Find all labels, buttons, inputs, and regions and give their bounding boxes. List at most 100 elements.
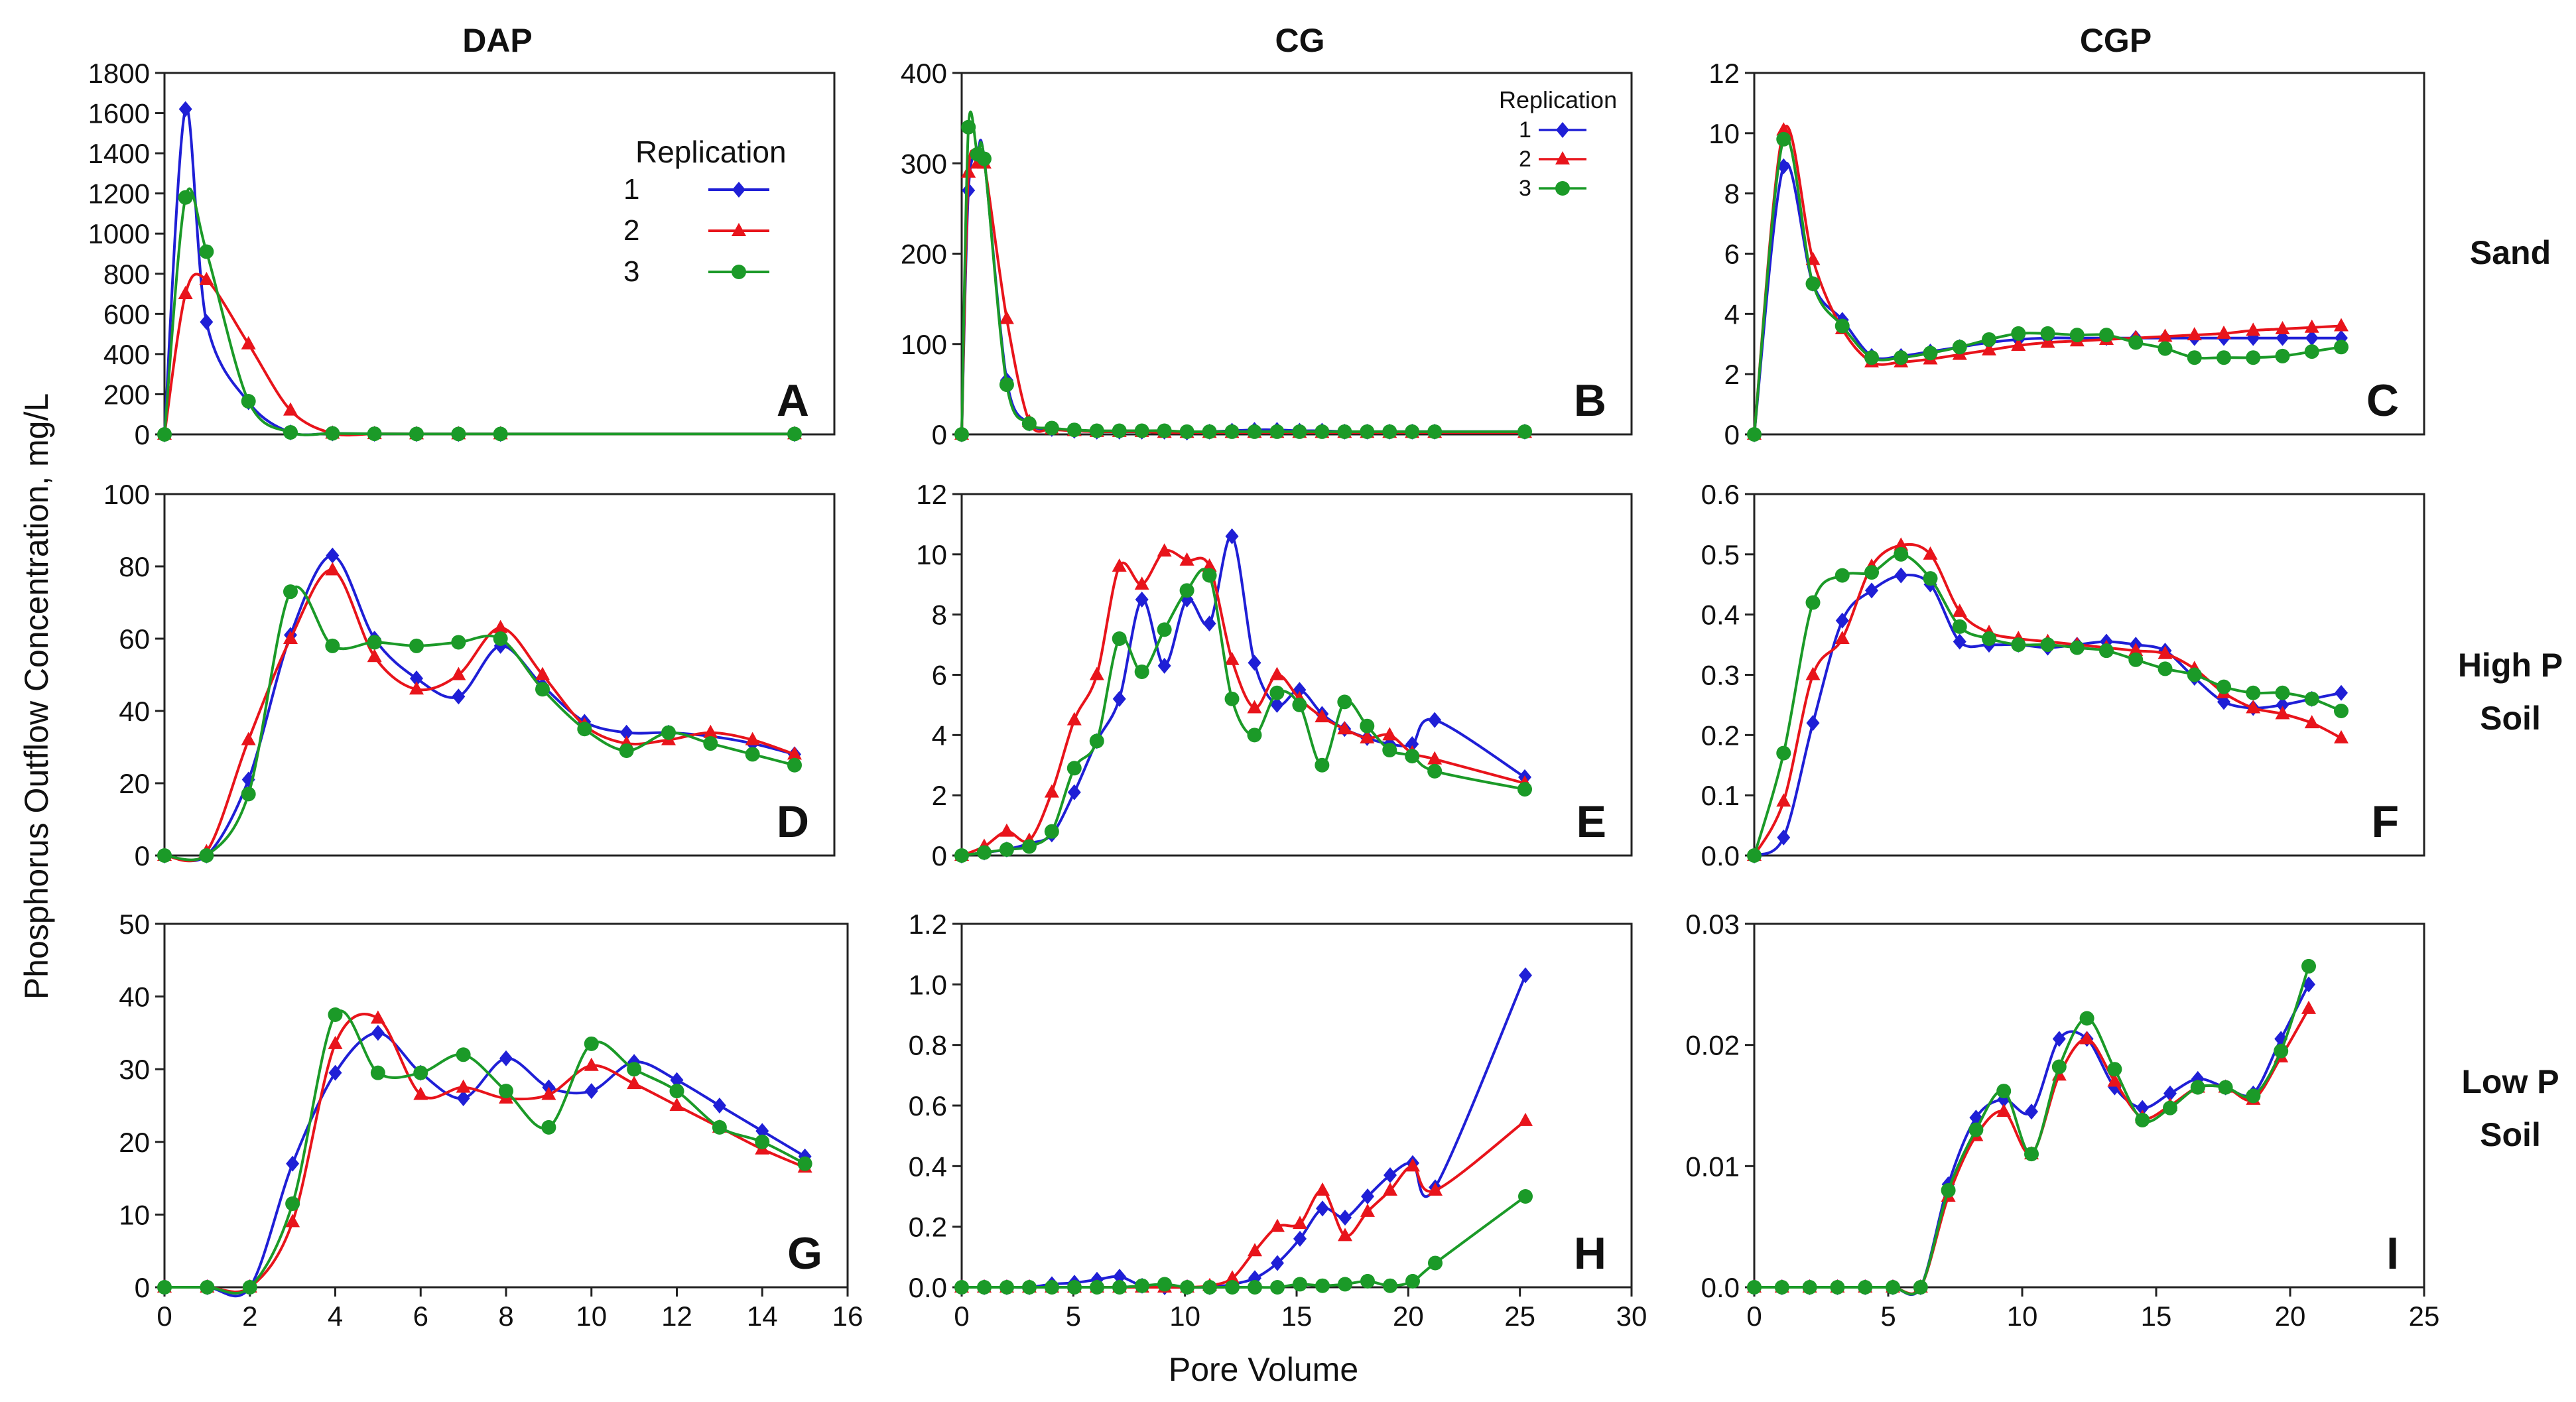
data-point (456, 1047, 471, 1062)
data-point (1952, 604, 1967, 617)
y-tick-label: 400 (901, 58, 947, 89)
series-1 (158, 547, 801, 863)
data-point (493, 619, 508, 633)
data-point (1248, 655, 1261, 671)
data-point (1835, 612, 1849, 629)
data-point (619, 724, 633, 741)
data-point (1360, 1273, 1375, 1289)
data-point (712, 1098, 726, 1114)
data-point (2275, 348, 2290, 363)
legend: Replication 1 2 3 (623, 135, 787, 288)
series-2 (157, 1010, 812, 1294)
data-point (2011, 338, 2026, 351)
plot-frame (960, 923, 1633, 1289)
data-point (961, 119, 976, 135)
data-point (627, 1076, 642, 1090)
x-tick-label: 8 (498, 1301, 513, 1332)
data-point (954, 427, 969, 442)
data-point (1021, 839, 1037, 854)
data-point (977, 1280, 992, 1295)
series-line (1753, 135, 2342, 435)
legend-entry-label: 3 (1519, 176, 1531, 201)
data-point (954, 848, 969, 863)
data-point (1225, 1280, 1240, 1295)
data-point (1428, 1255, 1443, 1271)
data-point (367, 426, 382, 442)
data-point (1089, 423, 1104, 438)
data-point (1224, 651, 1240, 665)
data-point (2011, 637, 2026, 653)
data-point (2135, 1112, 2150, 1127)
data-point (1405, 735, 1419, 752)
data-point (2187, 350, 2202, 365)
y-tick-label: 0.6 (909, 1090, 947, 1121)
y-tick-label: 1800 (88, 58, 150, 89)
data-point (797, 1156, 812, 1171)
legend-title: Replication (635, 135, 787, 169)
data-point (1044, 824, 1059, 839)
data-point (2301, 1000, 2316, 1014)
data-point (1315, 1182, 1330, 1196)
data-point (1135, 591, 1149, 607)
column-title-dap: DAP (462, 22, 533, 59)
series-line (961, 974, 1527, 1289)
y-tick-label: 0.2 (1701, 720, 1740, 751)
series-2 (1747, 122, 2349, 440)
data-point (1338, 1228, 1352, 1242)
series-line (961, 568, 1525, 857)
data-point (2334, 340, 2349, 355)
data-point (2163, 1085, 2177, 1102)
data-point (199, 244, 214, 259)
data-point (1044, 784, 1059, 798)
data-point (1777, 829, 1791, 846)
data-point (1315, 757, 1330, 773)
data-point (1316, 1200, 1329, 1217)
data-point (1894, 350, 1909, 365)
x-tick-label: 10 (2007, 1301, 2038, 1332)
data-point (999, 823, 1014, 837)
panel-letter: B (1574, 375, 1606, 426)
data-point (325, 426, 340, 441)
data-point (1361, 1188, 1374, 1204)
x-tick-label: 30 (1616, 1301, 1647, 1332)
data-point (976, 845, 992, 860)
series-1 (1748, 976, 2315, 1296)
data-point (413, 1086, 428, 1100)
data-point (1776, 793, 1791, 807)
data-point (2275, 706, 2290, 720)
data-point (1224, 424, 1240, 439)
y-tick-label: 600 (103, 298, 150, 330)
data-point (2304, 344, 2319, 359)
data-point (283, 584, 298, 600)
data-point (328, 1064, 342, 1081)
data-point (1089, 667, 1104, 680)
y-tick-label: 60 (119, 623, 150, 655)
data-point (157, 427, 172, 442)
data-point (409, 638, 424, 653)
data-point (1952, 619, 1967, 634)
data-point (1022, 1280, 1037, 1295)
y-tick-label: 12 (1708, 58, 1740, 89)
data-point (1894, 567, 1908, 584)
series-2 (954, 149, 1532, 440)
data-point (2246, 322, 2261, 336)
data-point (285, 1214, 300, 1228)
data-point (745, 732, 760, 745)
series-3 (1747, 546, 2349, 863)
data-point (1923, 346, 1938, 361)
data-point (2335, 684, 2348, 701)
x-tick-label: 14 (747, 1301, 778, 1332)
data-point (1776, 131, 1791, 147)
panel-f: 0.0 0.1 0.2 0.3 0.4 0.5 0.6 F (1701, 479, 2425, 871)
series-3 (1747, 131, 2349, 442)
data-point (2187, 327, 2202, 341)
x-tick-label: 15 (1281, 1301, 1313, 1332)
data-point (1271, 1255, 1284, 1271)
data-point (541, 1119, 556, 1135)
data-point (157, 848, 172, 863)
data-point (2107, 1073, 2122, 1087)
y-tick-label: 20 (119, 1127, 150, 1158)
data-point (1517, 782, 1532, 797)
data-point (1405, 1158, 1420, 1172)
